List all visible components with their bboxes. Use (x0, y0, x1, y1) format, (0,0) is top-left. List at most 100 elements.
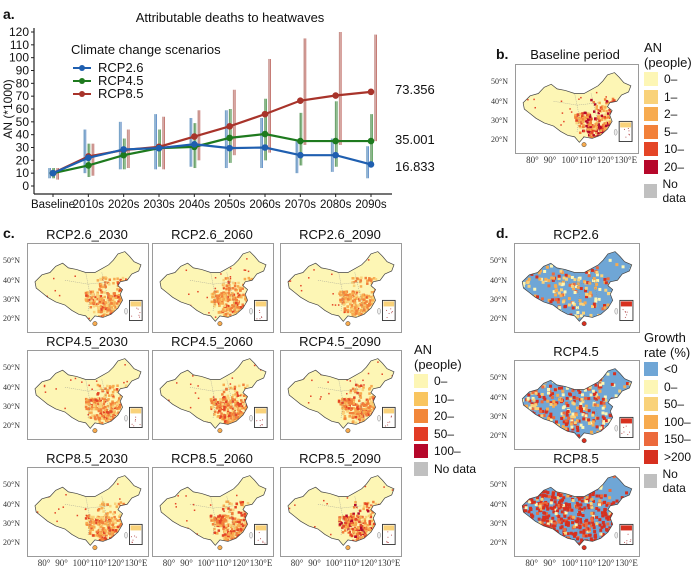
legend-item-rcp85: RCP8.5 (72, 86, 144, 101)
inset-dot (624, 311, 626, 313)
panel-c-legend-item: No data (414, 461, 476, 476)
inset-dot (261, 424, 263, 426)
lat-tick-label: 30°N (490, 518, 507, 528)
inset-dot (627, 434, 629, 436)
legend-swatch (73, 64, 91, 71)
x-tick-label: 2030s (143, 199, 175, 211)
panel-c-legend-item: 100– (414, 444, 461, 458)
inset-dot (623, 128, 625, 130)
series-line-rcp26 (52, 143, 372, 175)
inset-fill (620, 122, 632, 128)
panel-b-legend-item: 20– (644, 159, 684, 174)
legend-swatch (644, 159, 658, 174)
hainan-island (581, 438, 587, 444)
data-point-rcp26 (226, 144, 233, 152)
panel-a-letter: a. (3, 6, 15, 22)
growth-rate-map (514, 360, 640, 450)
legend-label: 10– (434, 391, 455, 406)
data-point-rcp26 (367, 161, 375, 168)
country-border (34, 358, 142, 429)
taiwan-island (124, 531, 128, 539)
legend-label: RCP4.5 (98, 73, 144, 88)
scenario-map (280, 350, 402, 440)
lon-tick-label: 90° (308, 558, 321, 568)
legend-swatch (414, 444, 428, 458)
inset-dot (626, 314, 628, 316)
y-tick-label: 120 (9, 25, 29, 39)
inset-dot (388, 312, 390, 314)
lat-tick-label: 30°N (3, 294, 20, 304)
china-map (34, 251, 143, 327)
inset-dot (629, 540, 631, 542)
inset-dot (258, 309, 260, 311)
data-point-rcp26 (191, 140, 198, 148)
lon-tick-label: 120° (360, 558, 378, 568)
taiwan-island (249, 307, 253, 315)
china-map (287, 358, 396, 434)
data-point-rcp26 (120, 146, 127, 153)
map-title: RCP8.5_2090 (299, 451, 381, 466)
inset-dot (261, 316, 263, 318)
legend-title-line2: rate (%) (644, 345, 691, 360)
inset-dot (627, 127, 629, 129)
panel-b-legend-title: AN (people) (644, 40, 692, 70)
inset-dot (627, 533, 629, 535)
lat-tick-label: 20°N (3, 538, 20, 548)
panel-d-legend-item: 0– (644, 379, 678, 394)
legend-swatch (644, 362, 658, 376)
lat-tick-label: 30°N (3, 518, 20, 528)
panel-d-letter: d. (496, 225, 509, 241)
inset-fill (130, 301, 142, 307)
map-title: RCP2.6_2030 (46, 227, 128, 242)
panel-c-legend-item: 50– (414, 426, 454, 441)
lat-tick-label: 30°N (491, 115, 508, 125)
legend-title-line1: AN (644, 40, 663, 55)
panel-c-legend-title: AN (people) (414, 342, 462, 372)
inset-dot (259, 318, 261, 320)
data-point-rcp85 (332, 92, 339, 99)
map-title: RCP8.5_2060 (171, 451, 253, 466)
legend-swatch (73, 77, 91, 84)
legend-title-line1: Growth (644, 330, 686, 345)
country-border (522, 72, 632, 143)
data-point-rcp45 (261, 130, 269, 138)
china-map (521, 475, 634, 551)
province-border (574, 389, 580, 429)
inset-fill (130, 408, 142, 414)
lat-tick-label: 40°N (3, 499, 20, 509)
inset-fill (383, 525, 395, 531)
china-map (287, 251, 396, 327)
inset-dot (384, 425, 386, 427)
inset-dot (256, 318, 258, 320)
lon-tick-label: 120° (596, 155, 614, 165)
y-tick-label: 100 (9, 51, 29, 65)
country-border (287, 358, 395, 429)
inset-dot (259, 311, 261, 313)
panel-d-legend-item: 50– (644, 397, 684, 411)
lon-tick-label: 110° (579, 558, 597, 568)
china-map (287, 475, 396, 551)
panel-d-legend-item: No data (644, 467, 700, 495)
map-fill (35, 251, 141, 322)
country-border (521, 368, 633, 439)
y-tick-label: 90 (16, 64, 30, 78)
country-border (159, 251, 267, 322)
inset-dot (261, 419, 263, 421)
panel-b-legend-item: 1– (644, 89, 677, 104)
legend-label: 0– (664, 379, 678, 394)
inset-dot (387, 421, 389, 423)
y-tick-label: 40 (16, 128, 30, 142)
lon-tick-label: 90° (55, 558, 68, 568)
inset-dot (389, 421, 391, 423)
country-border (521, 251, 633, 322)
map-fill (35, 358, 141, 429)
lat-tick-label: 20°N (491, 135, 508, 145)
legend-title-line1: AN (414, 342, 433, 357)
inset-dot (386, 316, 388, 318)
lon-tick-label: 110° (343, 558, 360, 568)
scenario-map (27, 350, 149, 440)
panel-b-letter: b. (496, 46, 509, 62)
scenario-map (280, 243, 402, 333)
province-border (101, 496, 112, 536)
